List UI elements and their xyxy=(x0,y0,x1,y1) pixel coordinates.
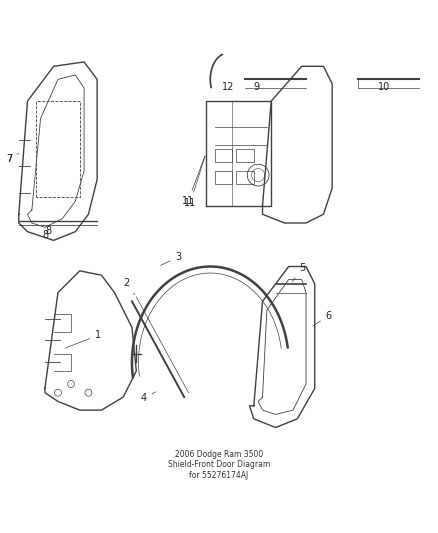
Bar xyxy=(215,171,232,184)
Text: 8: 8 xyxy=(45,223,53,236)
Text: 2006 Dodge Ram 3500
Shield-Front Door Diagram
for 55276174AJ: 2006 Dodge Ram 3500 Shield-Front Door Di… xyxy=(168,450,270,480)
Text: 5: 5 xyxy=(293,263,306,281)
Text: 9: 9 xyxy=(253,82,259,92)
Text: 2: 2 xyxy=(123,278,135,295)
Text: 3: 3 xyxy=(161,252,182,265)
Text: 1: 1 xyxy=(65,330,101,348)
Text: 12: 12 xyxy=(222,82,234,92)
Text: 11: 11 xyxy=(182,156,205,206)
Text: 11: 11 xyxy=(184,156,205,207)
Bar xyxy=(237,171,254,184)
Text: 10: 10 xyxy=(378,82,391,92)
Text: 4: 4 xyxy=(141,392,155,403)
Text: 8: 8 xyxy=(43,230,49,240)
Bar xyxy=(215,149,232,162)
Text: 7: 7 xyxy=(6,154,19,164)
Text: 7: 7 xyxy=(6,154,12,164)
Bar xyxy=(237,149,254,162)
Text: 6: 6 xyxy=(313,311,332,326)
